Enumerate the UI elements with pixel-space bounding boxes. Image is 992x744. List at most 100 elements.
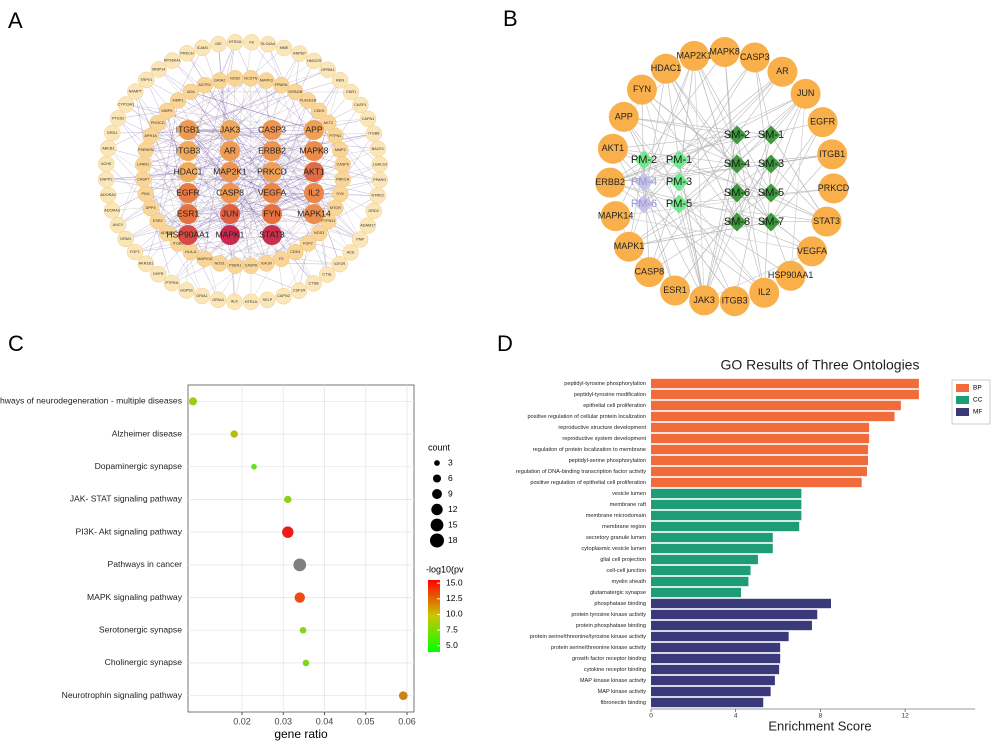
node-label: ANPEP	[293, 52, 306, 56]
legend-dot	[429, 533, 445, 548]
node-label: CASP8	[635, 266, 665, 276]
node-label: NTRK2	[371, 194, 383, 198]
edge	[166, 150, 231, 234]
dot	[293, 558, 307, 572]
node-label: MAPK14	[297, 208, 331, 218]
node-label: PLA2G1B	[299, 99, 316, 103]
node	[142, 127, 159, 145]
node-label: ALK	[231, 300, 239, 304]
node	[669, 172, 689, 192]
node	[817, 139, 848, 170]
edge	[177, 100, 329, 222]
colorbar-label: 12.5	[446, 593, 463, 603]
node-label: ERBB2	[258, 145, 286, 155]
node	[286, 83, 304, 101]
node-label: IDE	[215, 42, 222, 46]
edge	[186, 53, 315, 194]
legend-swatch	[956, 396, 969, 404]
node	[327, 199, 344, 217]
edge	[250, 192, 315, 302]
node	[194, 39, 211, 57]
y-tick-label: peptidyl-tyrosine modification	[574, 392, 646, 398]
edge	[187, 47, 285, 131]
x-tick-label: 0.03	[275, 716, 293, 726]
node-label: NOS1	[215, 261, 225, 265]
bar	[651, 653, 781, 664]
node	[149, 114, 166, 132]
edge	[271, 171, 378, 196]
colorbar-label: 7.5	[446, 624, 458, 634]
y-tick-label: Neurotrophin signaling pathway	[62, 690, 183, 700]
y-tick-label: Serotonergic synapse	[99, 625, 182, 635]
node-label: HDAC1	[174, 166, 203, 176]
node-label: SM-5	[758, 187, 784, 199]
node-label: ITGB5	[173, 241, 184, 245]
node	[100, 140, 117, 157]
edge	[125, 104, 231, 131]
y-tick-label: MAPK signaling pathway	[87, 592, 183, 602]
edge	[643, 203, 676, 291]
edge	[641, 89, 772, 194]
edge	[108, 148, 231, 236]
y-tick-label: regulation of protein localization to me…	[533, 447, 646, 453]
node	[342, 83, 360, 101]
node	[369, 187, 386, 204]
chart-title: GO Results of Three Ontologies	[721, 357, 920, 373]
edge	[204, 192, 273, 260]
panel-label: A	[8, 8, 23, 33]
node-label: NAMPT	[129, 90, 143, 94]
node-label: NOS2	[230, 76, 240, 80]
edge	[217, 213, 273, 300]
node	[790, 78, 821, 109]
edge	[187, 171, 315, 215]
edge	[271, 149, 341, 215]
bar	[651, 422, 870, 433]
edge	[665, 68, 738, 165]
edge	[665, 68, 738, 223]
node-label: SM-1	[758, 129, 784, 141]
edge	[117, 118, 189, 215]
node-label: AGTR1	[198, 83, 211, 87]
dot	[294, 592, 305, 603]
edge	[678, 159, 827, 222]
bar	[651, 444, 869, 455]
node-label: SM-4	[724, 158, 750, 170]
edge	[271, 133, 374, 152]
edge	[134, 234, 273, 253]
node	[262, 120, 282, 140]
edge	[678, 57, 755, 183]
edge	[615, 188, 834, 217]
edge	[271, 179, 380, 215]
y-tick-label: Dopaminergic synapse	[95, 461, 183, 471]
edge	[641, 89, 705, 301]
edge	[678, 188, 834, 205]
node-label: JAK3	[693, 295, 715, 305]
edge	[678, 203, 827, 222]
node-label: SM-6	[724, 187, 750, 199]
x-tick-label: 0.02	[233, 716, 251, 726]
node	[262, 225, 282, 245]
edge	[610, 163, 772, 183]
edge	[117, 150, 231, 226]
plot-area	[187, 384, 415, 713]
node-label: ITGB3	[722, 296, 748, 306]
node	[178, 141, 198, 161]
node-label: IGF2R	[334, 262, 345, 266]
node-label: PIK3CD	[151, 121, 165, 125]
y-tick-label: epithelial cell proliferation	[583, 403, 646, 409]
node	[243, 34, 260, 51]
node	[331, 255, 348, 273]
node	[178, 204, 198, 224]
edge	[693, 55, 705, 301]
edge	[145, 80, 267, 195]
node-label: PNP	[356, 237, 364, 241]
node-label: CSF1R	[293, 289, 306, 293]
edge	[187, 171, 273, 194]
node-label: REN	[336, 78, 344, 82]
bar	[651, 521, 800, 532]
node	[310, 102, 328, 120]
legend-dot	[434, 460, 440, 466]
node-label: MMP9	[161, 109, 172, 113]
legend-dot	[430, 518, 444, 532]
y-tick-label: glial cell projection	[600, 557, 646, 563]
